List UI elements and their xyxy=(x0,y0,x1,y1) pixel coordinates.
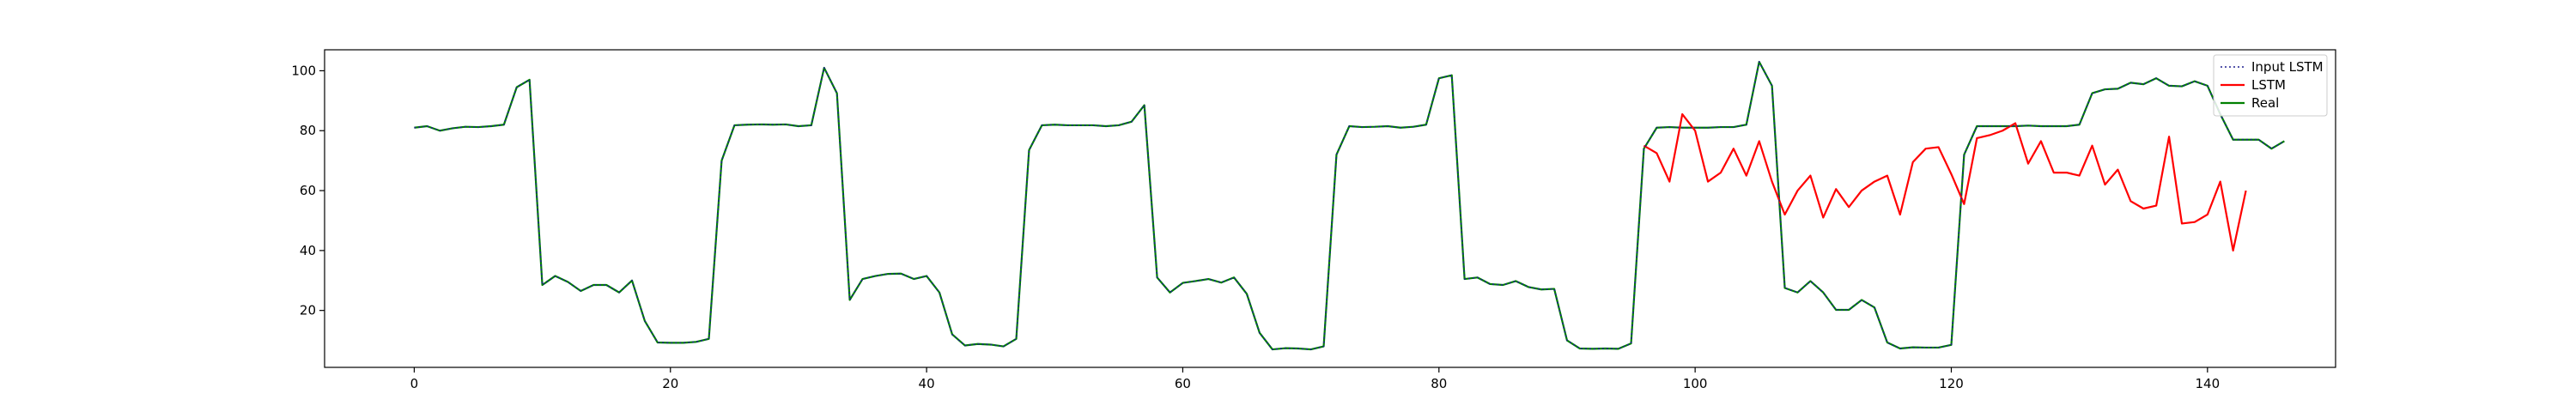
x-axis: 0 20 40 60 80 100 120 140 xyxy=(410,367,2221,391)
y-tick-label: 100 xyxy=(291,63,316,78)
legend: Input LSTM LSTM Real xyxy=(2213,54,2328,117)
legend-label: Real xyxy=(2251,95,2279,111)
plot-frame xyxy=(324,49,2336,368)
y-axis: 20 40 60 80 100 xyxy=(291,63,325,318)
x-tick-label: 60 xyxy=(1175,376,1191,391)
plot-lines xyxy=(414,60,2285,351)
x-tick-label: 20 xyxy=(662,376,678,391)
legend-label: LSTM xyxy=(2251,77,2286,93)
legend-label: Input LSTM xyxy=(2251,59,2324,75)
x-tick-label: 40 xyxy=(919,376,935,391)
y-tick-label: 80 xyxy=(300,123,316,138)
y-tick-label: 60 xyxy=(300,183,316,198)
x-tick-label: 100 xyxy=(1683,376,1708,391)
series-line-input-lstm xyxy=(414,61,2285,350)
y-tick-label: 20 xyxy=(300,303,316,318)
series-line-lstm xyxy=(1643,112,2247,251)
x-tick-label: 80 xyxy=(1431,376,1447,391)
x-tick-label: 120 xyxy=(1939,376,1964,391)
x-tick-label: 0 xyxy=(410,376,419,391)
x-tick-label: 140 xyxy=(2196,376,2221,391)
y-tick-label: 40 xyxy=(300,243,316,258)
legend-box xyxy=(2213,54,2328,117)
